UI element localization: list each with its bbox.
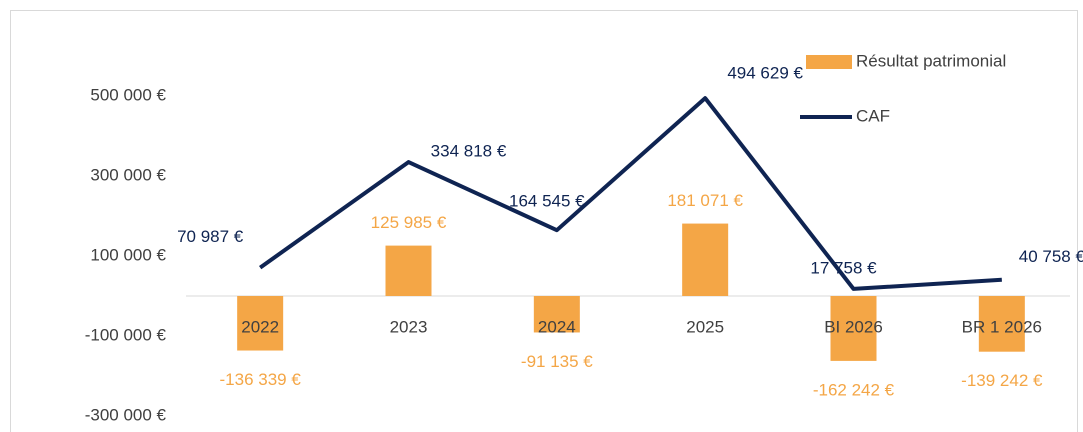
bar-value-label: -136 339 € xyxy=(220,370,302,389)
x-tick-label: 2025 xyxy=(686,317,724,336)
line-value-label: 40 758 € xyxy=(1019,247,1083,266)
bar xyxy=(978,296,1025,352)
legend-swatch xyxy=(806,55,852,69)
bar-value-label: -139 242 € xyxy=(961,371,1043,390)
chart-frame xyxy=(10,10,1078,432)
line-value-label: 164 545 € xyxy=(509,192,585,211)
line-value-label: 334 818 € xyxy=(431,142,507,161)
bar-value-label: 181 071 € xyxy=(667,191,743,210)
x-tick-label: 2024 xyxy=(538,317,576,336)
y-tick-label: 300 000 € xyxy=(90,165,166,184)
bar xyxy=(830,296,877,361)
legend-label: Résultat patrimonial xyxy=(856,51,1006,70)
line-value-label: 494 629 € xyxy=(727,64,803,83)
x-tick-label: BR 1 2026 xyxy=(962,317,1042,336)
x-tick-label: 2023 xyxy=(390,317,428,336)
line-value-label: 70 987 € xyxy=(177,227,244,246)
y-tick-label: -300 000 € xyxy=(85,405,167,424)
y-tick-label: -100 000 € xyxy=(85,325,167,344)
line xyxy=(259,96,1002,291)
line-value-label: 17 758 € xyxy=(810,258,877,277)
y-tick-label: 500 000 € xyxy=(90,85,166,104)
x-tick-label: 2022 xyxy=(241,317,279,336)
bar xyxy=(682,223,729,296)
bar-value-label: -162 242 € xyxy=(813,380,895,399)
legend-label: CAF xyxy=(856,106,890,125)
bar xyxy=(385,245,432,296)
bar xyxy=(533,296,580,333)
bar-value-label: 125 985 € xyxy=(371,213,447,232)
bar-value-label: -91 135 € xyxy=(521,352,593,371)
y-tick-label: 100 000 € xyxy=(90,245,166,264)
bar xyxy=(237,296,284,351)
x-tick-label: BI 2026 xyxy=(824,317,883,336)
